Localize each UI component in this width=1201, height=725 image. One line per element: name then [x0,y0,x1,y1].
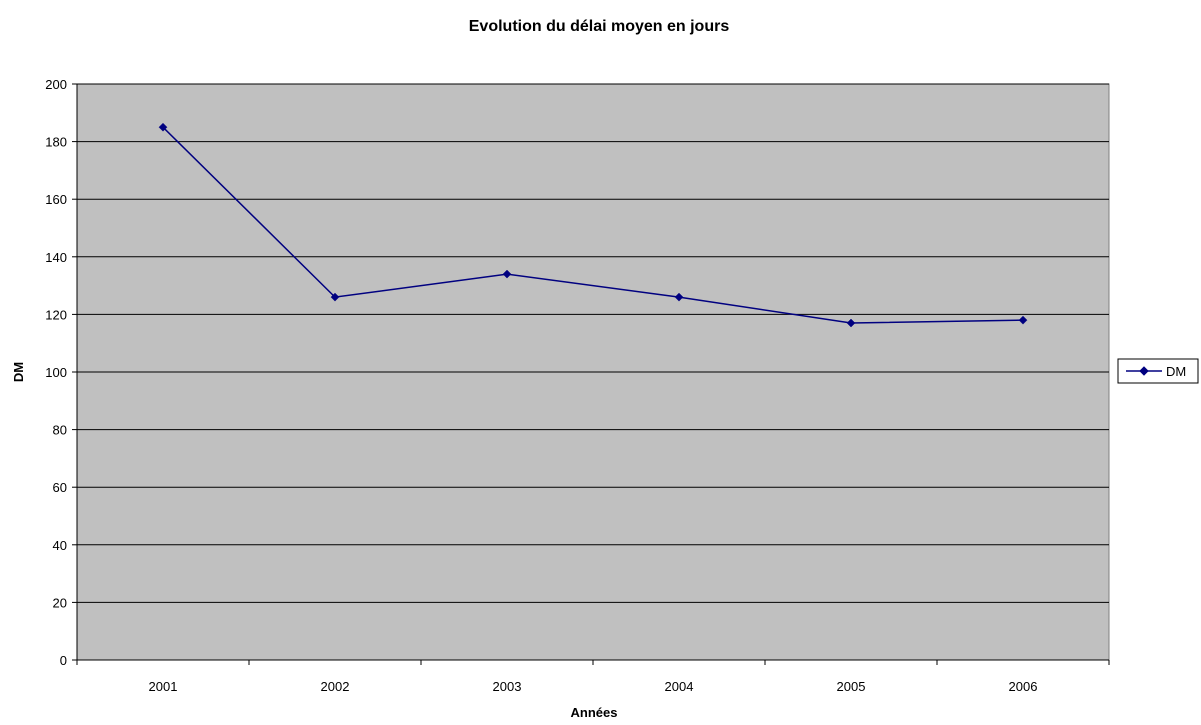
x-tick-label: 2003 [493,679,522,694]
data-point-marker [1018,315,1028,325]
y-tick-label: 60 [53,480,67,495]
y-tick-label: 0 [60,653,67,668]
x-tick-label: 2006 [1009,679,1038,694]
x-axis: 2001 2002 2003 2004 2005 2006 [76,659,1110,694]
y-tick-label: 160 [45,192,67,207]
y-tick-label: 40 [53,538,67,553]
data-point-marker [674,292,684,302]
legend: DM [1117,358,1199,384]
data-point-marker [330,292,340,302]
series-layer [158,122,1028,328]
y-tick-label: 180 [45,135,67,150]
x-axis-label: Années [571,705,618,720]
x-tick-label: 2005 [837,679,866,694]
y-tick-label: 100 [45,365,67,380]
x-tick-label: 2001 [149,679,178,694]
y-tick-label: 200 [45,77,67,92]
series-line [162,126,1024,324]
x-tick-label: 2004 [665,679,694,694]
legend-diamond-icon [1139,366,1149,376]
y-tick-label: 120 [45,307,67,322]
y-tick-label: 140 [45,250,67,265]
y-axis-label: DM [11,362,26,382]
chart-title: Evolution du délai moyen en jours [469,18,730,35]
y-axis: 0 20 40 60 80 100 120 140 160 180 200 [45,77,78,668]
data-point-marker [502,269,512,279]
grid-lines [77,83,1109,603]
data-point-marker [846,318,856,328]
y-tick-label: 20 [53,595,67,610]
x-tick-label: 2002 [321,679,350,694]
y-tick-label: 80 [53,423,67,438]
legend-label: DM [1166,364,1186,379]
data-point-marker [158,122,168,132]
